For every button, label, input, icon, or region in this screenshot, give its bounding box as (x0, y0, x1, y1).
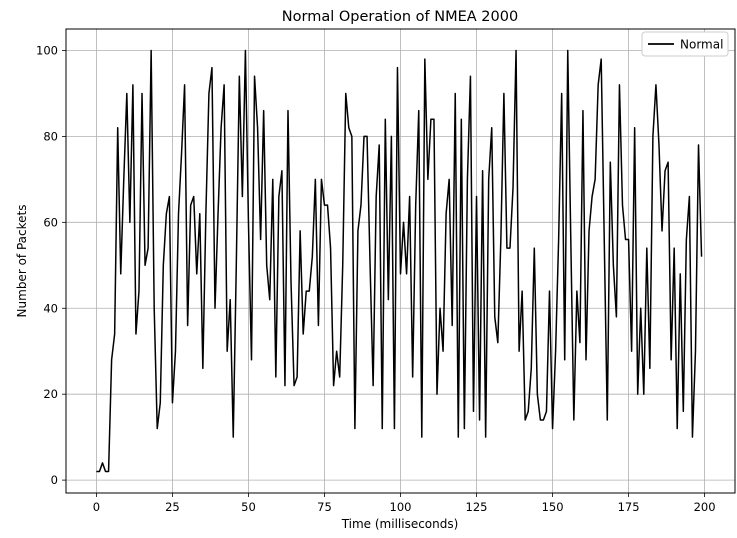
x-tick-label: 125 (466, 500, 488, 514)
y-tick-label: 100 (36, 43, 58, 57)
x-tick-label: 100 (390, 500, 412, 514)
x-tick-label: 50 (241, 500, 256, 514)
y-tick-label: 60 (43, 215, 58, 229)
legend-label-normal: Normal (680, 38, 723, 52)
series-line-normal (96, 49, 703, 473)
y-tick-label: 80 (43, 129, 58, 143)
legend: Normal (641, 31, 729, 57)
legend-box (641, 31, 729, 57)
axis-ticks: 0 25 50 75 100 125 150 175 200 0 20 40 60 80 100 (36, 43, 716, 514)
x-tick-label: 75 (317, 500, 332, 514)
x-tick-label: 25 (165, 500, 180, 514)
y-tick-label: 0 (51, 473, 58, 487)
plot-frame (65, 28, 736, 494)
y-axis-label: Number of Packets (15, 205, 29, 318)
y-tick-label: 20 (43, 387, 58, 401)
x-tick-label: 175 (618, 500, 640, 514)
x-tick-label: 150 (542, 500, 564, 514)
x-tick-label: 200 (694, 500, 716, 514)
chart-title: Normal Operation of NMEA 2000 (282, 9, 518, 25)
series-layer (96, 49, 703, 473)
y-tick-label: 40 (43, 301, 58, 315)
x-tick-label: 0 (93, 500, 100, 514)
x-axis-label: Time (milliseconds) (341, 517, 459, 531)
